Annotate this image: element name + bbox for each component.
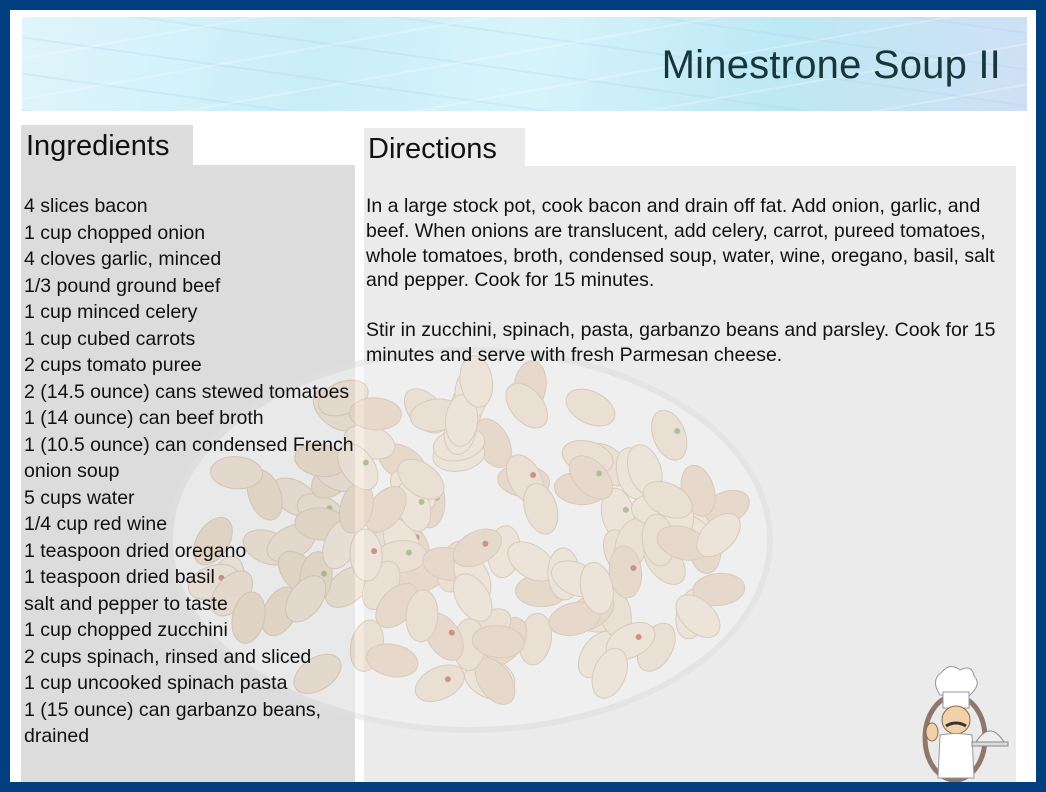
directions-heading: Directions	[368, 133, 497, 165]
ingredient-item: 1 (10.5 ounce) can condensed French onio…	[24, 433, 354, 483]
bean	[231, 591, 266, 644]
ingredient-item: 1 cup uncooked spinach pasta	[24, 672, 288, 694]
bean	[642, 480, 693, 519]
herb-fleck	[371, 548, 378, 555]
herb-fleck	[630, 565, 637, 572]
ingredient-item: 2 cups tomato puree	[24, 354, 202, 376]
bean	[348, 397, 402, 431]
bean	[459, 355, 494, 408]
bean	[579, 561, 614, 615]
bean	[471, 624, 525, 659]
bean	[414, 664, 465, 703]
ingredient-item: 5 cups water	[24, 486, 135, 509]
ingredient-item: 2 cups spinach, rinsed and sliced	[24, 645, 312, 668]
herb-fleck	[444, 676, 451, 683]
recipe-card: Minestrone Soup II Ingredients Direction…	[10, 10, 1036, 782]
bean	[349, 528, 383, 582]
bean	[651, 409, 688, 461]
herb-fleck	[320, 570, 327, 577]
bean	[285, 575, 327, 623]
ingredient-item: 4 cloves garlic, minced	[24, 248, 222, 270]
bean	[397, 458, 445, 500]
bean	[337, 443, 379, 491]
ingredient-item: 1 teaspoon dried basil	[24, 566, 215, 588]
ingredient-item: 1 (14 ounce) can beef broth	[24, 407, 264, 429]
herb-fleck	[482, 540, 489, 547]
bean	[452, 528, 502, 568]
ingredient-item: 4 slices bacon	[24, 195, 148, 217]
directions-tab	[364, 128, 525, 168]
ingredient-item: 1 cup minced celery	[24, 301, 198, 323]
bean	[453, 573, 493, 622]
direction-step: In a large stock pot, cook bacon and dra…	[366, 195, 995, 292]
title-banner: Minestrone Soup II	[22, 17, 1027, 111]
bean	[210, 456, 264, 490]
bean	[692, 572, 746, 607]
bean	[505, 382, 549, 429]
bean	[405, 589, 439, 643]
bean	[608, 545, 643, 599]
herb-fleck	[622, 506, 629, 513]
bean	[675, 594, 721, 638]
herb-fleck	[596, 470, 603, 477]
ingredient-item: 1 cup cubed carrots	[24, 327, 196, 350]
bean	[568, 455, 614, 500]
herb-fleck	[362, 459, 369, 466]
herb-fleck	[530, 471, 537, 478]
bean	[523, 482, 559, 535]
herb-fleck	[674, 428, 681, 435]
chef-logo-icon	[922, 666, 1009, 782]
bean	[696, 512, 741, 558]
page-title: Minestrone Soup II	[661, 43, 1001, 87]
ingredient-item: 1 teaspoon dried oregano	[24, 539, 247, 562]
bean-bowl-image	[167, 347, 773, 733]
bean	[193, 517, 233, 566]
herb-fleck	[418, 498, 425, 505]
herb-fleck	[405, 549, 412, 556]
ingredient-item: 1/3 pound ground beef	[24, 274, 221, 297]
bean	[565, 388, 616, 427]
ingredient-item: 2 (14.5 ounce) cans stewed tomatoes	[24, 380, 350, 403]
ingredient-item: 1 (15 ounce) can garbanzo beans, drained	[24, 698, 322, 748]
directions-text: In a large stock pot, cook bacon and dra…	[366, 194, 1026, 392]
ingredient-item: 1/4 cup red wine	[24, 513, 168, 535]
herb-fleck	[448, 629, 455, 636]
ingredients-heading: Ingredients	[26, 130, 170, 162]
ingredient-item: 1 cup chopped onion	[24, 221, 206, 244]
ingredients-list: 4 slices bacon 1 cup chopped onion 4 clo…	[24, 193, 354, 750]
bean	[366, 643, 419, 678]
direction-step: Stir in zucchini, spinach, pasta, garban…	[366, 318, 996, 366]
ingredients-tab	[21, 125, 193, 165]
ingredient-item: 1 cup chopped zucchini	[24, 619, 228, 641]
herb-fleck	[635, 633, 642, 640]
bean	[591, 647, 628, 699]
bean	[293, 653, 342, 694]
ingredient-item: salt and pepper to taste	[24, 592, 228, 615]
